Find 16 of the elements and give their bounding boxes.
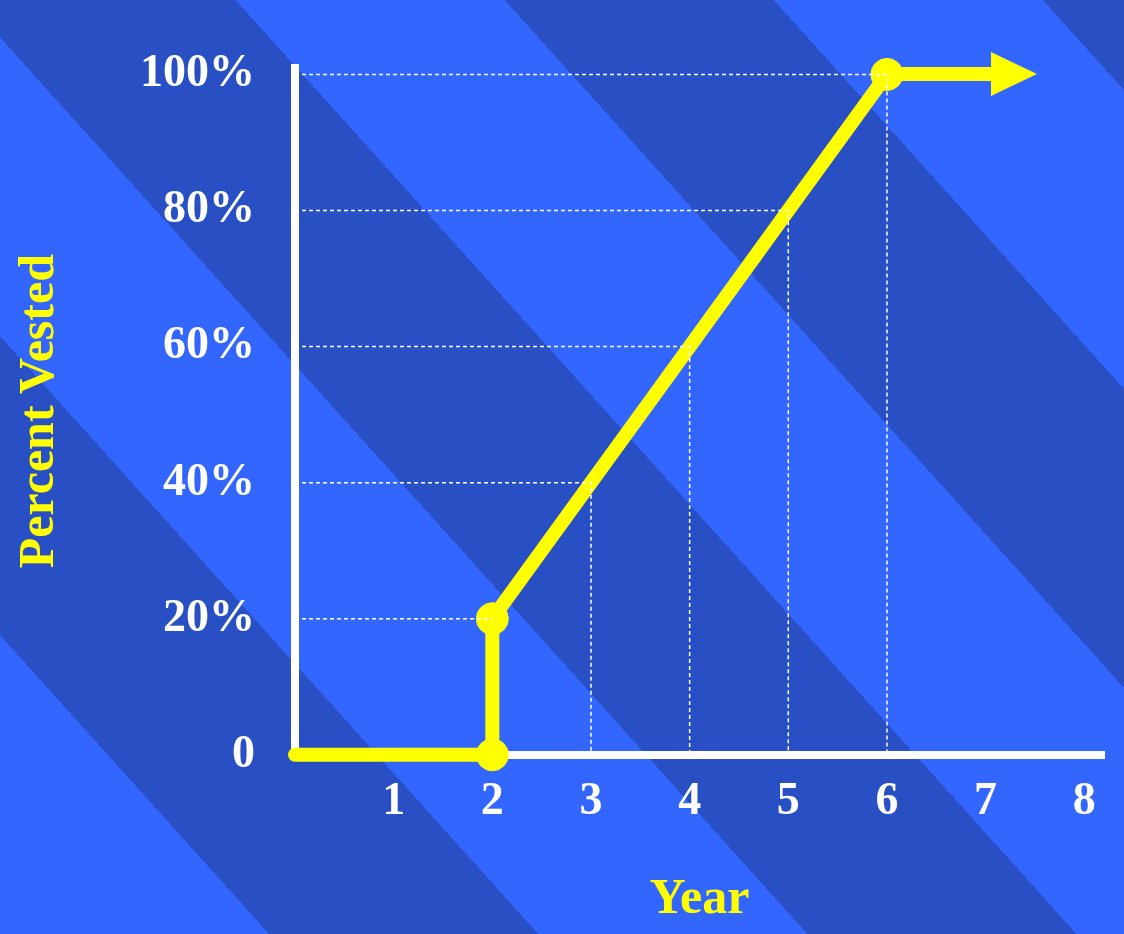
x-axis-title: Year (649, 867, 750, 924)
x-tick-label: 5 (776, 773, 800, 825)
x-tick-label: 1 (382, 773, 406, 825)
x-tick-label: 6 (875, 773, 899, 825)
y-tick-label: 40% (163, 453, 255, 505)
y-tick-label: 80% (163, 181, 255, 233)
x-tick-label: 4 (678, 773, 702, 825)
y-tick-label: 60% (163, 317, 255, 369)
x-tick-label: 7 (974, 773, 998, 825)
x-tick-label: 3 (579, 773, 603, 825)
x-tick-label: 2 (480, 773, 504, 825)
y-tick-label: 0 (232, 725, 255, 777)
y-tick-label: 20% (163, 589, 255, 641)
y-axis-title: Percent Vested (7, 253, 64, 569)
x-tick-label: 8 (1072, 773, 1096, 825)
y-tick-label: 100% (140, 45, 255, 97)
